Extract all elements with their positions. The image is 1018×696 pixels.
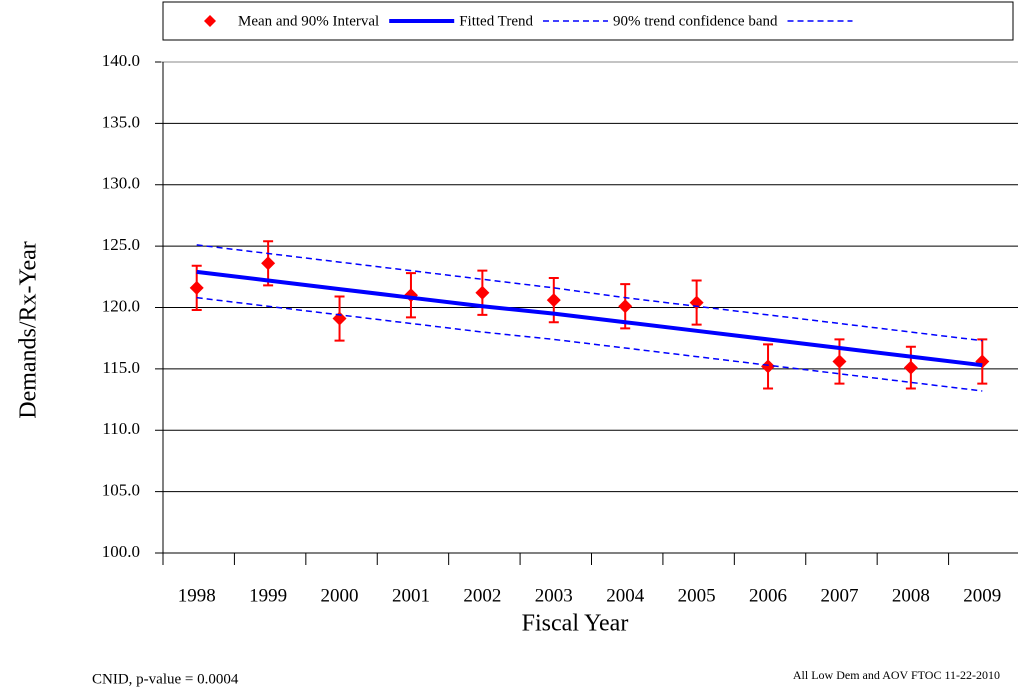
x-axis-label: Fiscal Year	[522, 611, 629, 637]
mean-marker	[618, 299, 633, 314]
x-tick-label: 2008	[892, 585, 930, 606]
x-tick-label: 2005	[678, 585, 716, 606]
x-tick-label: 2000	[321, 585, 359, 606]
x-tick-label: 2001	[392, 585, 430, 606]
mean-marker	[189, 280, 204, 295]
x-tick-label: 2003	[535, 585, 573, 606]
mean-marker	[475, 285, 490, 300]
x-tick-label: 1999	[249, 585, 287, 606]
footnote: CNID, p-value = 0.0004	[92, 671, 239, 687]
y-tick-label: 110.0	[102, 419, 140, 438]
legend-label: Fitted Trend	[459, 13, 533, 29]
y-tick-label: 100.0	[102, 542, 140, 561]
x-tick-label: 2006	[749, 585, 787, 606]
legend-marker	[204, 15, 216, 27]
legend-label: Mean and 90% Interval	[238, 13, 379, 29]
x-tick-label: 2004	[606, 585, 645, 606]
confidence-band	[196, 244, 983, 342]
trend-line	[196, 269, 983, 368]
y-tick-label: 140.0	[102, 51, 140, 70]
y-axis-label: Demands/Rx-Year	[16, 241, 42, 419]
y-tick-label: 125.0	[102, 235, 140, 254]
confidence-band	[196, 296, 983, 392]
y-tick-label: 115.0	[102, 358, 140, 377]
mean-marker	[903, 360, 918, 375]
x-tick-label: 2007	[820, 585, 858, 606]
x-tick-label: 2002	[463, 585, 501, 606]
x-tick-label: 1998	[178, 585, 216, 606]
y-tick-label: 130.0	[102, 174, 140, 193]
x-tick-label: 2009	[963, 585, 1001, 606]
y-tick-label: 120.0	[102, 296, 140, 315]
footnote: All Low Dem and AOV FTOC 11-22-2010	[793, 668, 1000, 682]
mean-marker	[761, 359, 776, 374]
mean-marker	[261, 256, 276, 271]
legend-label: 90% trend confidence band	[613, 13, 778, 29]
y-tick-label: 135.0	[102, 112, 140, 131]
y-tick-label: 105.0	[102, 481, 140, 500]
mean-marker	[332, 311, 347, 326]
mean-marker	[832, 354, 847, 369]
mean-marker	[546, 293, 561, 308]
